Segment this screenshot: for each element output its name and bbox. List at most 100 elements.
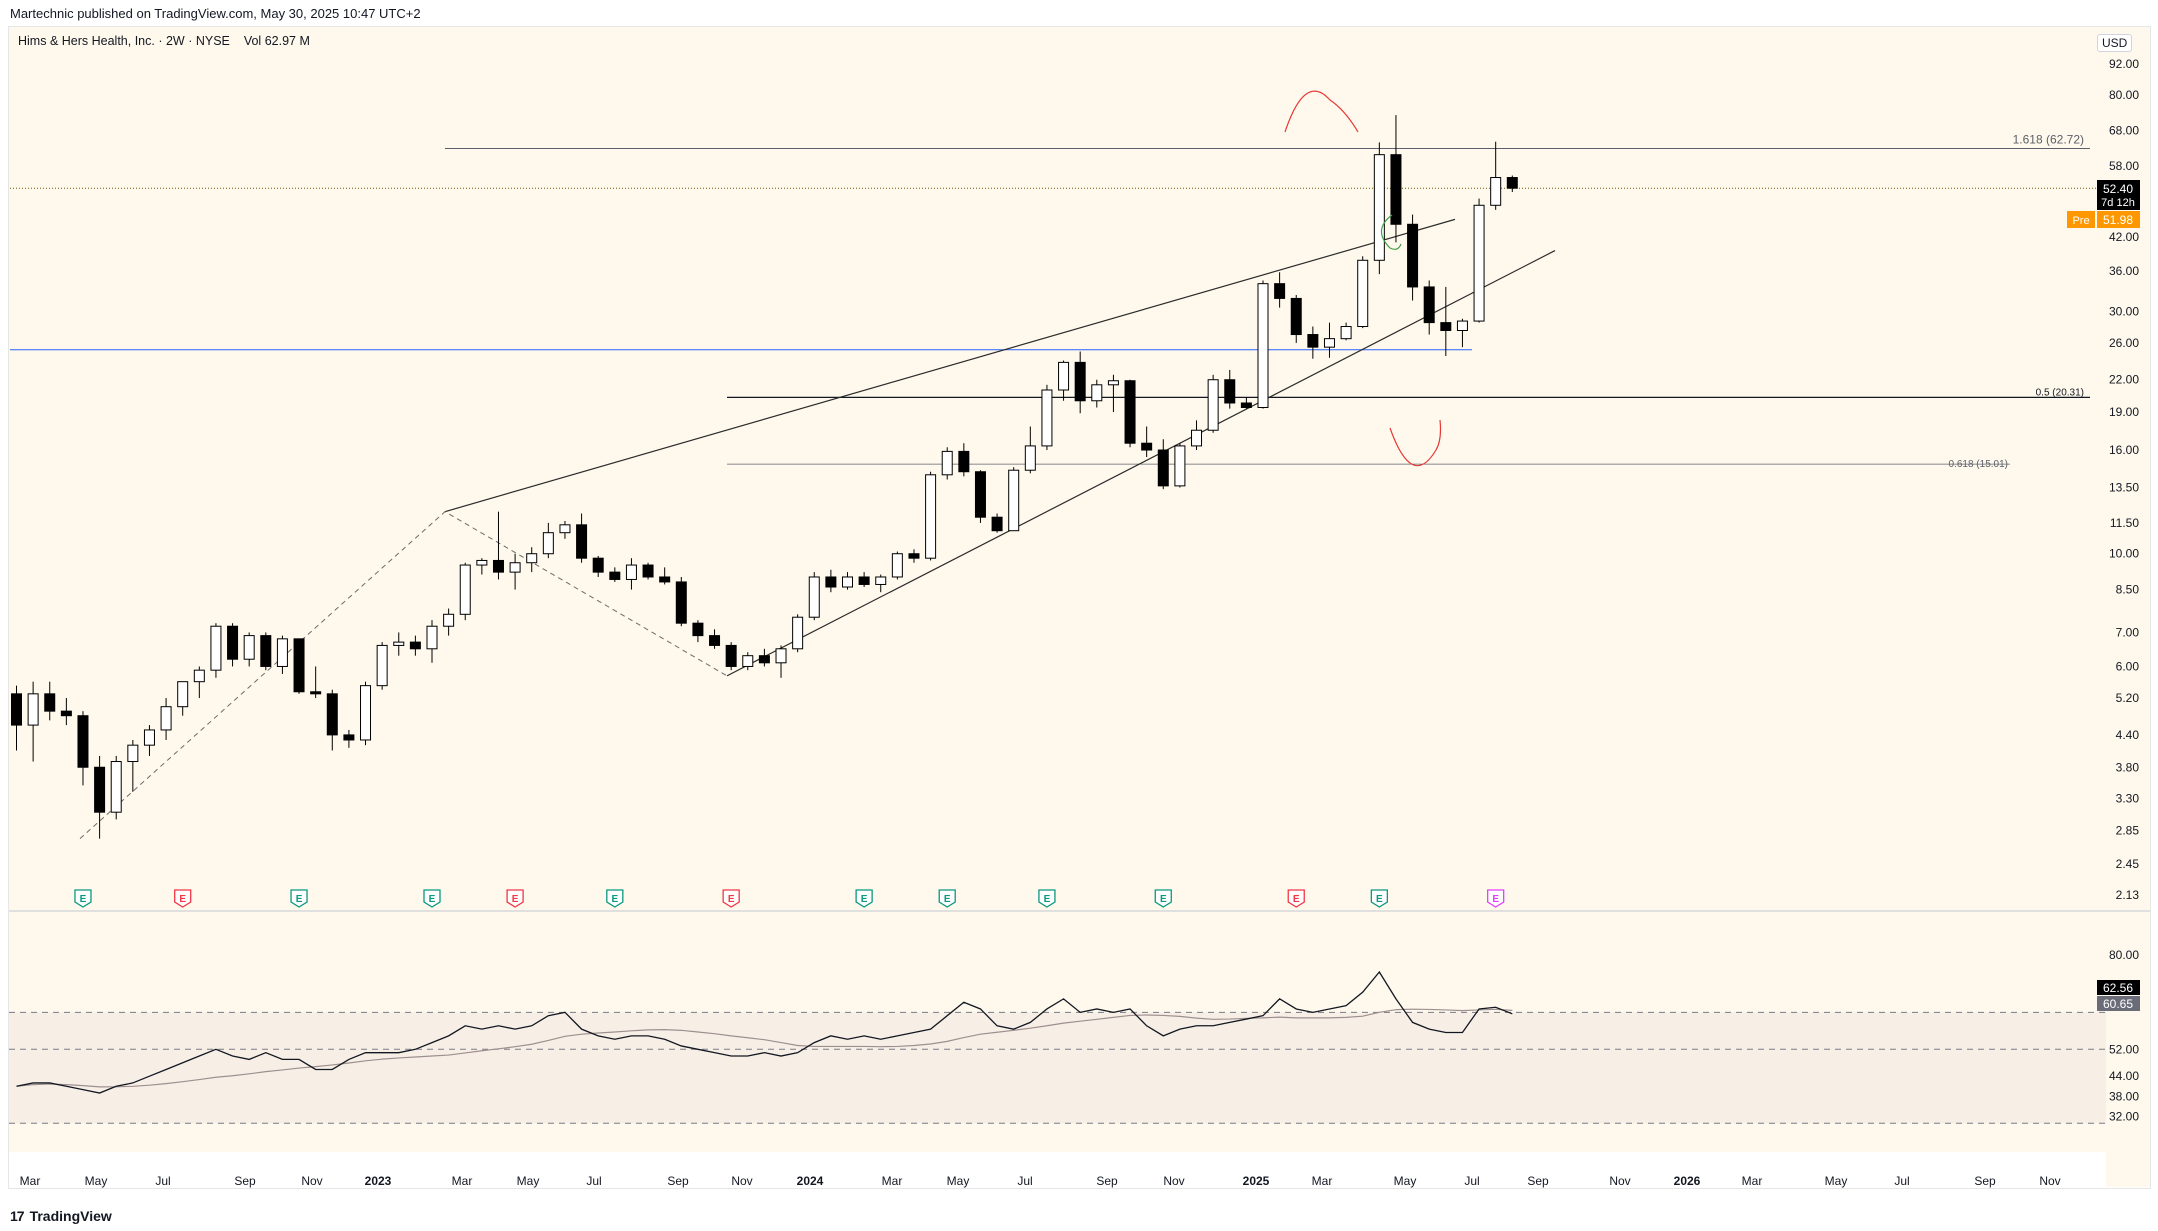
earnings-marker-label: E	[861, 894, 868, 905]
price-tick-label: 68.00	[2109, 124, 2139, 138]
earnings-marker-label: E	[1492, 894, 1499, 905]
earnings-marker-icon	[722, 889, 740, 908]
candle-up	[393, 641, 405, 646]
candle-up	[160, 706, 172, 731]
candle-up	[1008, 469, 1020, 532]
rsi-line	[16, 970, 1513, 1094]
separator: ·	[188, 34, 196, 48]
chart-frame	[8, 26, 2151, 1189]
earnings-marker-label: E	[429, 894, 436, 905]
candle-down	[1307, 334, 1319, 348]
time-tick-label: Nov	[301, 1174, 322, 1188]
price-tick-label: 3.80	[2116, 760, 2140, 774]
candle-up	[1473, 204, 1485, 322]
rsi-tick-label: 80.00	[2109, 948, 2139, 962]
candle-up	[276, 638, 288, 667]
candle-down	[709, 635, 721, 646]
earnings-marker-icon	[855, 889, 873, 908]
candle-down	[1290, 297, 1302, 336]
price-pane[interactable]	[9, 27, 2106, 910]
earnings-marker-label: E	[1160, 894, 1167, 905]
candle-up	[1373, 154, 1385, 261]
candle-up	[127, 744, 139, 763]
candle-down	[642, 564, 654, 578]
time-tick-label: May	[947, 1174, 970, 1188]
upper-trend-line	[444, 218, 1456, 513]
zigzag-dashed	[79, 511, 728, 839]
time-tick-label: Mar	[882, 1174, 903, 1188]
candle-down	[974, 471, 986, 518]
time-tick-label: Mar	[1742, 1174, 1763, 1188]
candle-up	[792, 616, 804, 650]
candle-up	[875, 576, 887, 585]
candle-up	[360, 685, 372, 741]
candle-up	[941, 450, 953, 476]
earnings-marker-label: E	[611, 894, 618, 905]
candle-down	[825, 576, 837, 588]
candle-down	[991, 516, 1003, 532]
earnings-marker-icon	[606, 889, 624, 908]
red-arc-bottom	[1389, 419, 1442, 467]
fib-label-0618: 0.618 (15.01)	[1949, 459, 2009, 470]
time-tick-label: May	[1825, 1174, 1848, 1188]
candle-up	[808, 576, 820, 618]
time-tick-label: Jul	[586, 1174, 601, 1188]
time-tick-label: Jul	[1464, 1174, 1479, 1188]
candle-up	[1456, 320, 1468, 331]
red-arc-top	[1284, 90, 1359, 133]
price-tick-label: 5.20	[2116, 691, 2140, 705]
rsi-band-fill	[9, 1012, 2106, 1124]
symbol-name: Hims & Hers Health, Inc.	[18, 34, 155, 48]
price-tick-label: 92.00	[2109, 57, 2139, 71]
candle-up	[842, 576, 853, 588]
price-tick-label: 80.00	[2109, 88, 2139, 102]
earnings-marker-label: E	[179, 894, 186, 905]
symbol-info: Hims & Hers Health, Inc. · 2W · NYSE Vol…	[18, 34, 310, 48]
candle-down	[958, 450, 970, 473]
tradingview-logo[interactable]: 17 TradingView	[10, 1208, 112, 1224]
candle-up	[193, 669, 205, 683]
time-tick-label: Nov	[731, 1174, 752, 1188]
pre-label-bg	[2067, 211, 2095, 228]
candle-down	[1141, 442, 1153, 451]
pre-price-tag: 51.98	[2103, 213, 2133, 227]
price-tick-label: 58.00	[2109, 159, 2139, 173]
time-tick-label: May	[517, 1174, 540, 1188]
pre-label: Pre	[2072, 215, 2089, 227]
rsi-signal-tag: 60.65	[2103, 997, 2133, 1011]
time-tick-label: Mar	[1312, 1174, 1333, 1188]
candle-up	[210, 625, 222, 671]
candle-up	[775, 648, 787, 664]
earnings-marker-icon	[1154, 889, 1172, 908]
candle-down	[44, 693, 56, 712]
candle-down	[1390, 154, 1402, 225]
publisher-line: Martechnic published on TradingView.com,…	[10, 6, 421, 21]
candle-up	[177, 681, 189, 708]
candle-down	[260, 635, 272, 667]
price-tick-label: 30.00	[2109, 304, 2139, 318]
fib-label-05: 0.5 (20.31)	[2036, 387, 2084, 398]
candle-down	[692, 622, 704, 637]
price-tick-label: 8.50	[2116, 583, 2140, 597]
currency-button[interactable]: USD	[2097, 34, 2133, 52]
rsi-signal-line	[16, 1008, 1513, 1088]
candle-up	[1107, 380, 1119, 386]
candle-up	[509, 562, 521, 573]
candle-down	[675, 581, 687, 624]
volume-value: 62.97 M	[264, 34, 310, 48]
candle-up	[143, 729, 155, 746]
candle-up	[891, 553, 903, 578]
price-tick-label: 11.50	[2110, 516, 2139, 530]
earnings-marker-icon	[1370, 889, 1388, 908]
candle-up	[1207, 379, 1219, 431]
candle-up	[1340, 326, 1352, 340]
candle-up	[426, 625, 438, 650]
candle-up	[459, 564, 471, 615]
candle-down	[310, 691, 322, 695]
candle-down	[592, 557, 604, 573]
earnings-marker-icon	[1487, 889, 1505, 908]
earnings-marker-label: E	[512, 894, 519, 905]
candle-up	[443, 613, 455, 627]
candle-up	[1058, 361, 1070, 391]
candle-down	[94, 766, 106, 813]
